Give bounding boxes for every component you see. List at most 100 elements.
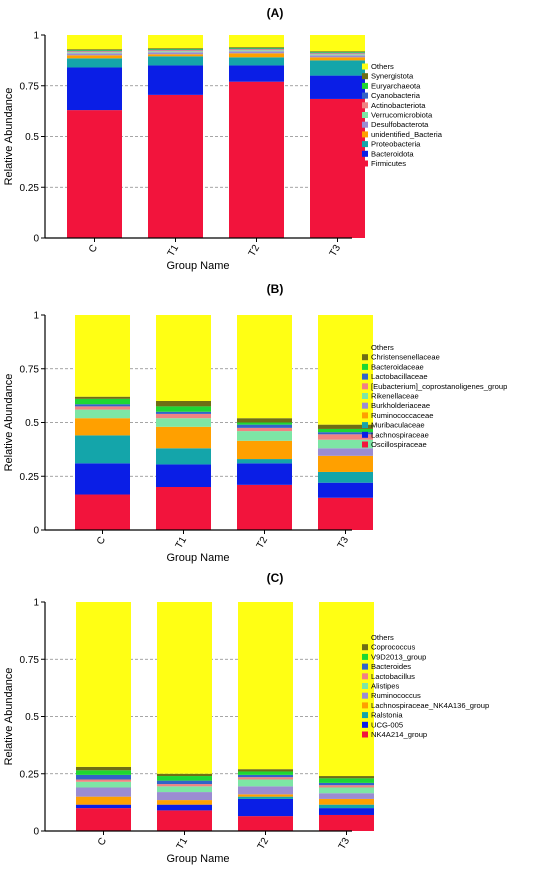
legend-label: Firmicutes — [371, 159, 406, 168]
y-tick-label: 0 — [33, 526, 39, 537]
legend-label: Ralstonia — [371, 711, 403, 720]
legend-label: Ruminococcaceae — [371, 411, 433, 420]
bar-segment — [76, 774, 131, 780]
bar-segment — [67, 51, 122, 53]
legend-label: unidentified_Bacteria — [371, 130, 443, 139]
legend-swatch — [362, 63, 368, 70]
bar-segment — [310, 53, 365, 55]
bar-segment — [76, 787, 131, 797]
chart-panel-2: (B) C T1 T2 T3 0 0.25 0.5 0.75 1 Group Name Relativ… — [3, 282, 507, 564]
bar-segment — [237, 422, 292, 425]
bar-segment — [318, 448, 373, 456]
bar-segment — [238, 796, 293, 799]
bar-segment — [310, 35, 365, 52]
legend-swatch — [362, 363, 368, 370]
bar-segment — [310, 51, 365, 53]
bar-segment — [67, 50, 122, 52]
bar-segment — [148, 52, 203, 55]
legend-swatch — [362, 102, 368, 109]
bar-segment — [238, 794, 293, 797]
bar-segment — [319, 602, 374, 777]
y-tick-label: 0.5 — [25, 418, 39, 429]
y-tick-label: 0 — [33, 234, 39, 245]
legend-swatch — [362, 692, 368, 699]
legend-swatch — [362, 150, 368, 157]
x-tick-label: T2 — [256, 836, 272, 852]
bar-segment — [148, 65, 203, 95]
bar-segment — [157, 784, 212, 787]
bar-stack-T2 — [229, 35, 284, 238]
bar-segment — [75, 435, 130, 464]
legend-swatch — [362, 131, 368, 138]
bar-segment — [237, 424, 292, 428]
bar-segment — [156, 464, 211, 487]
bar-stack-T1 — [157, 602, 212, 831]
bar-segment — [76, 770, 131, 775]
bar-segment — [229, 47, 284, 48]
y-tick-label: 1 — [33, 311, 39, 322]
bar-segment — [229, 51, 284, 54]
bar-segment — [148, 54, 203, 57]
bar-segment — [318, 455, 373, 472]
bar-stack-T1 — [148, 35, 203, 238]
x-tick-label: C — [96, 836, 109, 848]
bar-segment — [238, 771, 293, 775]
legend-swatch — [362, 383, 368, 390]
bar-segment — [157, 602, 212, 774]
bar-stack-C — [75, 315, 130, 530]
panel-label: (A) — [267, 6, 284, 20]
bar-segment — [319, 798, 374, 805]
bar-stack-T3 — [310, 35, 365, 238]
bar-segment — [238, 769, 293, 772]
bar-segment — [76, 808, 131, 831]
bar-segment — [67, 35, 122, 50]
bar-segment — [156, 315, 211, 401]
bar-segment — [157, 792, 212, 801]
legend-label: Bacteroidaceae — [371, 362, 424, 371]
legend-label: Lachnospiraceae_NK4A136_group — [371, 701, 489, 710]
bar-segment — [148, 35, 203, 49]
bar-segment — [319, 793, 374, 799]
bar-segment — [148, 49, 203, 51]
bar-segment — [156, 418, 211, 427]
chart-panel-1: (A) C T1 T2 T3 0 0.25 0.5 0.75 1 Group Name Relativ… — [3, 6, 443, 272]
bar-segment — [229, 48, 284, 50]
bar-segment — [76, 766, 131, 771]
bar-segment — [318, 428, 373, 433]
bar-segment — [238, 774, 293, 778]
bar-segment — [237, 431, 292, 441]
x-tick-label: T2 — [255, 535, 271, 551]
bar-segment — [157, 780, 212, 785]
bar-segment — [67, 52, 122, 54]
y-axis-title: Relative Abundance — [3, 374, 15, 472]
legend-swatch — [362, 683, 368, 689]
legend: OthersSynergistotaEuryarchaeotaCyanobact… — [362, 62, 443, 168]
bar-stack-C — [67, 35, 122, 238]
legend-label: Proteobacteria — [371, 140, 421, 149]
legend-swatch — [362, 644, 368, 651]
legend-swatch — [362, 441, 368, 448]
legend-swatch — [362, 663, 368, 670]
bar-stack-T3 — [319, 602, 374, 831]
bar-segment — [156, 448, 211, 465]
legend-label: Verrucomicrobiota — [371, 111, 433, 120]
legend-label: Alistipes — [371, 682, 399, 691]
legend-swatch — [362, 412, 368, 419]
bar-segment — [75, 315, 130, 397]
bar-segment — [318, 482, 373, 498]
legend-label: Others — [371, 633, 394, 642]
legend-label: Lachnospiraceae — [371, 430, 429, 439]
bar-segment — [157, 773, 212, 777]
x-tick-label: T3 — [328, 243, 344, 259]
y-tick-label: 1 — [33, 31, 39, 42]
legend-swatch — [362, 121, 368, 128]
legend-swatch — [362, 673, 368, 680]
bar-segment — [237, 484, 292, 530]
legend-label: Oscillospiraceae — [371, 440, 427, 449]
legend-label: Lactobacillaceae — [371, 372, 428, 381]
bar-segment — [310, 75, 365, 99]
legend-swatch — [362, 92, 368, 99]
legend-label: Bacteroides — [371, 662, 411, 671]
